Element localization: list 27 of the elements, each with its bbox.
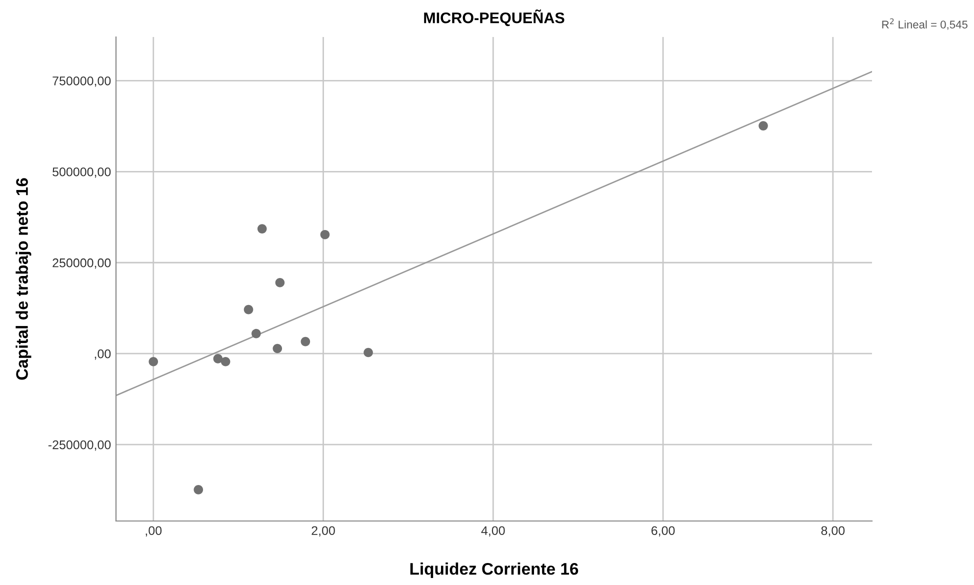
point bbox=[194, 485, 204, 494]
y-tick-label: ,00 bbox=[94, 349, 111, 360]
x-tick-label: 2,00 bbox=[312, 526, 335, 537]
x-axis-title: Liquidez Corriente 16 bbox=[410, 562, 578, 578]
point bbox=[244, 304, 254, 314]
x-tick-label: 6,00 bbox=[652, 526, 675, 537]
x-tick-label: ,00 bbox=[146, 526, 162, 537]
point bbox=[148, 356, 158, 366]
point bbox=[252, 328, 261, 338]
chart-title: MICRO-PEQUEÑAS bbox=[424, 10, 564, 26]
point bbox=[257, 224, 267, 234]
x-tick-label: 4,00 bbox=[481, 526, 505, 537]
y-tick-label: -250000,00 bbox=[48, 440, 111, 451]
x-tick-label: 8,00 bbox=[821, 526, 845, 537]
text: R$^{2}$ Lineal = 0,545 bbox=[882, 18, 968, 30]
point bbox=[758, 121, 768, 130]
point bbox=[364, 348, 373, 358]
y-tick-label: 750000,00 bbox=[52, 76, 111, 87]
point bbox=[272, 344, 282, 354]
y-tick-label: 250000,00 bbox=[52, 258, 111, 269]
point bbox=[320, 230, 330, 240]
point bbox=[300, 336, 310, 346]
point bbox=[275, 278, 285, 288]
y-axis-title: Capital de trabajo neto 16 bbox=[16, 178, 32, 380]
point bbox=[220, 356, 230, 366]
y-tick-label: 500000,00 bbox=[52, 167, 111, 178]
point bbox=[213, 354, 223, 364]
